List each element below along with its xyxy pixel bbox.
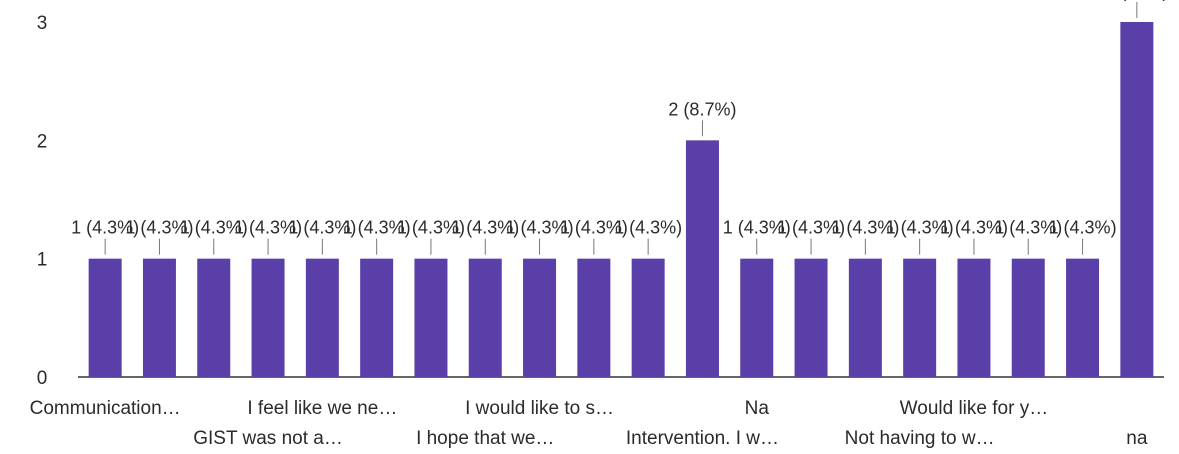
bar — [740, 258, 774, 377]
data-label: 1 (4.3%) — [125, 218, 193, 238]
bar — [1066, 258, 1100, 377]
x-category-label: Not having to w… — [845, 428, 995, 449]
data-label: 1 (4.3%) — [234, 218, 302, 238]
bar — [685, 140, 719, 377]
bar — [631, 258, 665, 377]
data-label: 3 (13%) — [1105, 0, 1168, 1]
bar — [360, 258, 394, 377]
x-category-label: GIST was not a… — [193, 428, 343, 449]
data-label: 1 (4.3%) — [1049, 218, 1117, 238]
x-category-label: I would like to s… — [465, 398, 614, 419]
data-label: 1 (4.3%) — [886, 218, 954, 238]
y-tick-label: 2 — [37, 131, 48, 152]
x-category-label: Would like for y… — [900, 398, 1049, 419]
y-tick-label: 1 — [37, 250, 48, 271]
bar — [197, 258, 231, 377]
bar — [251, 258, 285, 377]
data-label: 1 (4.3%) — [288, 218, 356, 238]
data-label: 1 (4.3%) — [180, 218, 248, 238]
bar — [848, 258, 882, 377]
x-category-label: Communication… — [30, 398, 181, 419]
bar — [142, 258, 176, 377]
bar — [88, 258, 122, 377]
bar — [305, 258, 339, 377]
bar — [794, 258, 828, 377]
data-label: 1 (4.3%) — [994, 218, 1062, 238]
bar — [523, 258, 557, 377]
x-category-label: Intervention. I w… — [626, 428, 779, 449]
data-label: 1 (4.3%) — [831, 218, 899, 238]
bar — [414, 258, 448, 377]
data-label: 1 (4.3%) — [560, 218, 628, 238]
data-label: 1 (4.3%) — [451, 218, 519, 238]
data-label: 1 (4.3%) — [940, 218, 1008, 238]
x-category-label: I feel like we ne… — [247, 398, 397, 419]
data-label: 1 (4.3%) — [71, 218, 139, 238]
data-label: 1 (4.3%) — [777, 218, 845, 238]
x-category-label: Na — [745, 398, 770, 419]
y-tick-label: 0 — [37, 368, 48, 389]
data-label: 2 (8.7%) — [668, 99, 736, 119]
bar — [1011, 258, 1045, 377]
data-label: 1 (4.3%) — [506, 218, 574, 238]
data-label: 1 (4.3%) — [397, 218, 465, 238]
x-category-label: I hope that we… — [416, 428, 554, 449]
bars — [88, 22, 1154, 377]
x-category-label: na — [1126, 428, 1148, 449]
data-labels: 1 (4.3%)1 (4.3%)1 (4.3%)1 (4.3%)1 (4.3%)… — [71, 0, 1168, 255]
bar — [903, 258, 937, 377]
x-axis: Communication… GIST was not a… I feel like… — [30, 398, 1148, 449]
bar — [957, 258, 991, 377]
y-tick-label: 3 — [37, 13, 48, 34]
bar — [1120, 22, 1154, 377]
data-label: 1 (4.3%) — [723, 218, 791, 238]
data-label: 1 (4.3%) — [614, 218, 682, 238]
bar — [577, 258, 611, 377]
bar — [468, 258, 502, 377]
data-label: 1 (4.3%) — [343, 218, 411, 238]
